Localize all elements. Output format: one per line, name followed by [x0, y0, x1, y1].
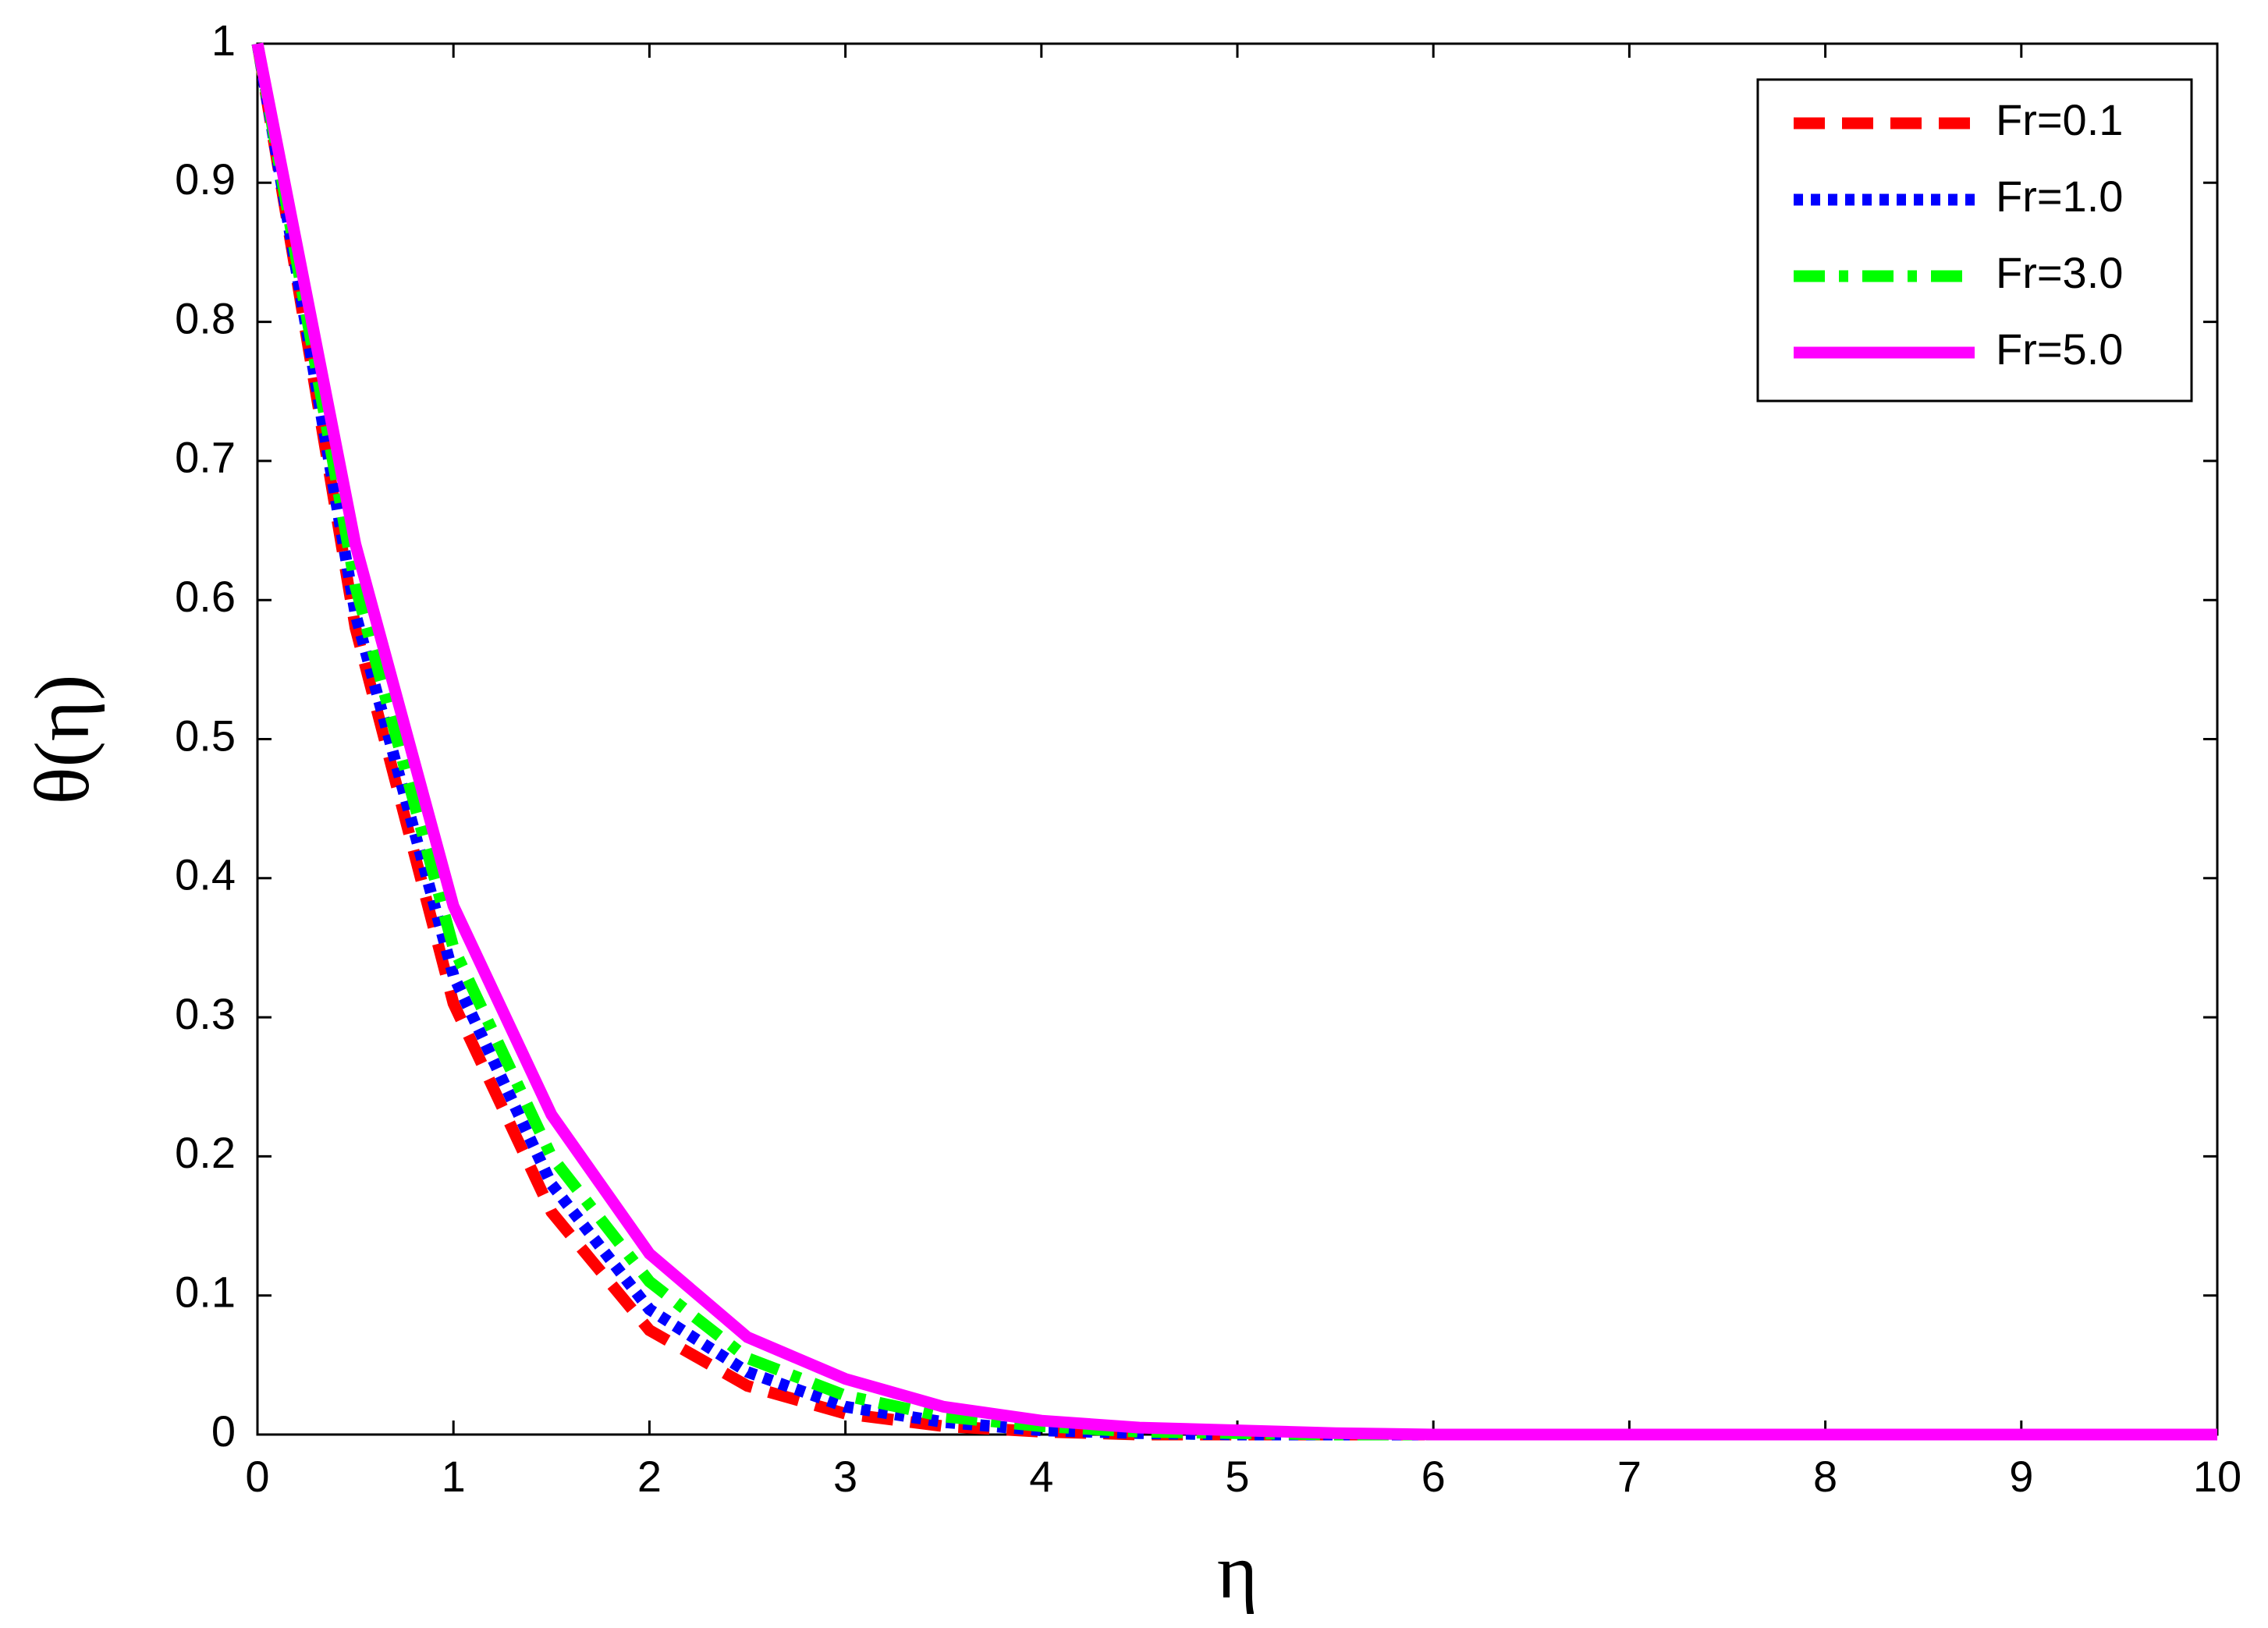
y-tick-label: 0.1 [175, 1267, 236, 1316]
y-tick-label: 0.5 [175, 711, 236, 760]
x-axis-label: η [1217, 1528, 1258, 1615]
legend-label: Fr=3.0 [1996, 248, 2123, 297]
line-series [251, 42, 2217, 1441]
x-tick-label: 6 [1421, 1452, 1446, 1501]
x-tick-label: 0 [245, 1452, 269, 1501]
y-axis-label: θ(η) [19, 675, 105, 805]
y-tick-label: 0.2 [175, 1128, 236, 1177]
x-tick-label: 2 [637, 1452, 662, 1501]
y-tick-label: 0.7 [175, 433, 236, 482]
x-tick-label: 8 [1813, 1452, 1837, 1501]
legend-label: Fr=0.1 [1996, 95, 2123, 144]
x-tick-label: 4 [1029, 1452, 1053, 1501]
x-tick-label: 10 [2193, 1452, 2241, 1501]
y-tick-label: 1 [211, 16, 236, 65]
y-tick-label: 0.4 [175, 850, 236, 899]
x-tick-label: 5 [1225, 1452, 1249, 1501]
x-tick-label: 1 [442, 1452, 466, 1501]
legend-label: Fr=5.0 [1996, 325, 2123, 374]
x-tick-label: 3 [833, 1452, 857, 1501]
x-tick-label: 7 [1617, 1452, 1642, 1501]
y-tick-label: 0.9 [175, 154, 236, 204]
y-tick-label: 0.8 [175, 293, 236, 342]
y-tick-label: 0.3 [175, 989, 236, 1038]
y-tick-label: 0 [211, 1406, 236, 1456]
y-tick-label: 0.6 [175, 572, 236, 621]
legend-label: Fr=1.0 [1996, 172, 2123, 221]
x-tick-label: 9 [2009, 1452, 2033, 1501]
